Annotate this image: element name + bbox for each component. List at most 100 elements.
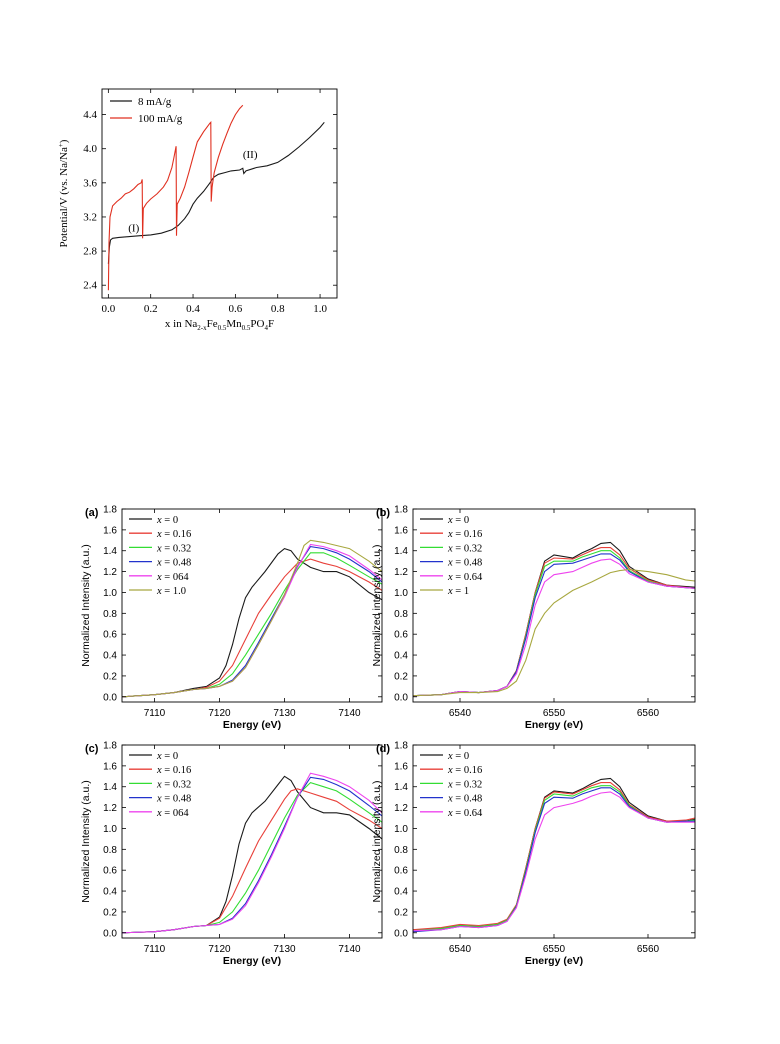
legend-label-variable: x — [447, 808, 453, 819]
legend-label: x = 0.48 — [156, 794, 191, 805]
y-tick-label: 0.2 — [103, 671, 117, 682]
series-line-5 — [122, 772, 382, 934]
x-axis-label: Energy (eV) — [525, 955, 583, 967]
legend-label-variable: x — [156, 558, 162, 569]
x-axis-label-part: F — [268, 318, 274, 330]
legend-label-variable: x — [156, 751, 162, 762]
y-tick-label: 0.6 — [103, 630, 117, 641]
y-tick-label: 1.4 — [394, 782, 408, 793]
legend-label-value: = 1 — [453, 586, 469, 597]
legend-label-variable: x — [447, 572, 453, 583]
x-axis-label-part: x in Na — [165, 318, 198, 330]
legend-label-value: = 1.0 — [162, 586, 186, 597]
y-tick-label: 1.4 — [103, 546, 117, 557]
potential-chart: 0.0 0.2 0.4 0.6 0.8 1.0 2.4 2.8 3.2 3.6 4.0 4.4 x in… — [57, 88, 338, 332]
legend-label-variable: x — [447, 543, 453, 554]
y-tick-label: 1.6 — [103, 761, 117, 772]
y-tick-label: 1.8 — [394, 741, 408, 752]
x-tick-label: 6550 — [543, 708, 566, 719]
legend-label-variable: x — [447, 765, 453, 776]
plot-frame — [121, 508, 383, 703]
x-axis-label-part: Mn — [226, 318, 242, 330]
y-tick-label: 1.8 — [103, 505, 117, 516]
legend-label: x = 0.48 — [447, 558, 482, 569]
legend-label: x = 0 — [156, 751, 178, 762]
y-tick-label: 0.0 — [103, 692, 117, 703]
series-line-2 — [413, 782, 695, 931]
legend-label: x = 0.32 — [156, 543, 191, 554]
y-tick-label: 0.2 — [394, 907, 408, 918]
legend-label-variable: x — [156, 794, 162, 805]
x-axis-label: x in Na2-xFe0.5Mn0.5PO4F — [165, 318, 274, 332]
y-axis-label: Normalized intensity (a.u.) — [371, 545, 383, 667]
x-axis-label-part: 4 — [264, 324, 268, 332]
legend-label-variable: x — [447, 794, 453, 805]
x-tick-label: 6560 — [637, 708, 660, 719]
legend-label: x = 0.16 — [156, 529, 191, 540]
legend-label-value: = 0.48 — [162, 558, 192, 569]
y-tick-label: 0.4 — [394, 651, 408, 662]
series-line-5 — [413, 791, 695, 932]
legend-label: x = 0.16 — [156, 765, 191, 776]
legend-label: x = 064 — [156, 572, 189, 583]
y-tick-label: 0.4 — [103, 651, 117, 662]
y-tick-label: 1.8 — [394, 505, 408, 516]
legend-label-variable: x — [156, 515, 162, 526]
x-axis-label-part: 0.5 — [218, 324, 227, 332]
legend-label-variable: x — [156, 586, 162, 597]
x-tick-label: 6560 — [637, 944, 660, 955]
legend-label-value: = 0.16 — [162, 529, 192, 540]
y-tick-label: 1.0 — [394, 588, 408, 599]
panel-label: (a) — [85, 507, 99, 519]
y-tick-label: 1.0 — [103, 588, 117, 599]
legend-label-value: = 0.32 — [453, 543, 483, 554]
y-tick-label: 2.8 — [83, 246, 97, 258]
legend-label-variable: x — [447, 586, 453, 597]
legend-label-value: = 0.48 — [453, 558, 483, 569]
legend-label-variable: x — [447, 751, 453, 762]
panel-label: (d) — [376, 743, 390, 755]
legend-label-value: = 0.64 — [453, 572, 483, 583]
legend-label-variable: x — [156, 808, 162, 819]
y-tick-label: 0.2 — [394, 671, 408, 682]
legend-label: x = 064 — [156, 808, 189, 819]
y-axis-label-part: + — [57, 143, 65, 147]
series-line-1 — [107, 121, 325, 264]
series-line-1 — [122, 547, 382, 698]
x-axis-label-part: PO — [250, 318, 264, 330]
y-tick-label: 0.8 — [394, 609, 408, 620]
legend-label: x = 0.64 — [447, 572, 483, 583]
legend-label: x = 0.16 — [447, 765, 482, 776]
legend-label-variable: x — [447, 515, 453, 526]
legend-label-value: = 0.32 — [162, 543, 192, 554]
x-axis-label: Energy (eV) — [223, 955, 281, 967]
plot-frame — [101, 88, 338, 299]
x-tick-label: 0.4 — [186, 303, 200, 315]
y-tick-label: 1.8 — [103, 741, 117, 752]
x-tick-label: 7110 — [144, 944, 166, 955]
y-tick-label: 0.6 — [394, 630, 408, 641]
y-tick-label: 0.6 — [394, 866, 408, 877]
y-tick-label: 0.4 — [103, 887, 117, 898]
x-tick-label: 1.0 — [313, 303, 327, 315]
legend-label-value: = 0.32 — [162, 779, 192, 790]
y-tick-label: 0.0 — [394, 928, 408, 939]
x-axis-label-part: Fe — [207, 318, 218, 330]
y-tick-label: 3.6 — [83, 177, 97, 189]
y-axis-label: Normalized intensity (a.u.) — [371, 781, 383, 903]
legend-label-value: = 0.48 — [162, 794, 192, 805]
legend-label-value: = 064 — [162, 808, 190, 819]
series-line-2 — [413, 547, 695, 697]
y-tick-label: 1.6 — [394, 525, 408, 536]
x-tick-label: 7140 — [338, 944, 361, 955]
x-tick-label: 0.6 — [229, 303, 243, 315]
panel-a: 7110 7120 7130 7140 0.0 0.2 0.4 0.6 0.8 1.0 1.2 1.4… — [80, 505, 383, 731]
legend-label-value: = 0 — [162, 515, 178, 526]
series-line-2 — [107, 104, 244, 291]
y-tick-label: 0.2 — [103, 907, 117, 918]
y-tick-label: 1.2 — [103, 567, 117, 578]
legend-label: x = 0.48 — [447, 794, 482, 805]
legend-label: 100 mA/g — [138, 113, 183, 125]
legend-label: x = 0 — [447, 751, 469, 762]
x-tick-label: 7120 — [208, 944, 231, 955]
